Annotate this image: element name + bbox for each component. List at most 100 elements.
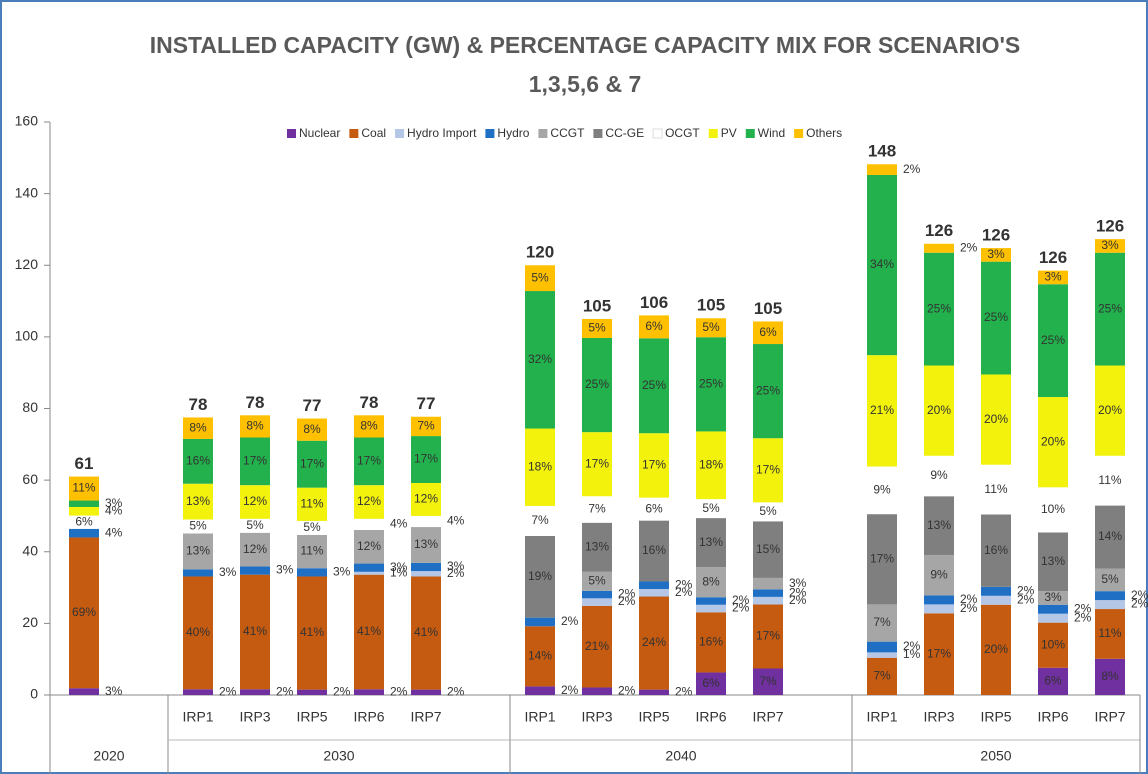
- percent-label: 11%: [300, 496, 323, 510]
- bar-segment: [411, 515, 441, 528]
- bar-segment: [69, 688, 99, 695]
- legend-swatch: [395, 129, 405, 138]
- bar-segment: [696, 318, 726, 338]
- percent-label: 6%: [75, 514, 93, 528]
- percent-label: 5%: [1101, 572, 1119, 586]
- bar-segment: [411, 689, 441, 695]
- percent-label: 1%: [390, 565, 408, 579]
- bar-segment: [696, 337, 726, 432]
- bar-segment: [525, 291, 555, 429]
- percent-label: 2%: [1131, 588, 1148, 602]
- bar-segment: [1038, 397, 1068, 488]
- bar-segment: [69, 528, 99, 538]
- bar-segment: [1038, 622, 1068, 668]
- bar-segment: [753, 502, 783, 522]
- x-tick-label: IRP3: [239, 709, 270, 725]
- percent-label: 2%: [789, 593, 807, 607]
- chart-title: INSTALLED CAPACITY (GW) & PERCENTAGE CAP…: [150, 32, 1021, 58]
- bar-segment: [240, 518, 270, 533]
- bar-segment: [924, 252, 954, 366]
- bar-segment: [240, 437, 270, 486]
- percent-label: 5%: [588, 321, 606, 335]
- percent-label: 2%: [675, 577, 693, 591]
- bar-segment: [69, 476, 99, 501]
- percent-label: 12%: [357, 539, 381, 553]
- percent-label: 10%: [1041, 637, 1065, 651]
- percent-label: 9%: [873, 483, 891, 497]
- bar-segment: [981, 514, 1011, 587]
- bar-segment: [1038, 604, 1068, 614]
- percent-label: 25%: [585, 377, 609, 391]
- bar-segment: [1038, 487, 1068, 533]
- bar-segment: [867, 164, 897, 176]
- bar-segment: [696, 518, 726, 568]
- bar-segment: [753, 604, 783, 669]
- total-label: 105: [583, 296, 611, 315]
- bar-segment: [639, 581, 669, 589]
- percent-label: 3%: [1101, 238, 1119, 252]
- y-tick-label: 60: [22, 471, 38, 487]
- bar-segment: [69, 500, 99, 507]
- bar-segment: [639, 433, 669, 498]
- percent-label: 17%: [927, 646, 951, 660]
- total-label: 105: [697, 296, 725, 315]
- bar-segment: [411, 571, 441, 577]
- bar-segment: [696, 431, 726, 500]
- bar-segment: [1095, 239, 1125, 253]
- x-tick-label: IRP7: [752, 709, 783, 725]
- bar-segment: [639, 596, 669, 690]
- total-label: 148: [868, 142, 896, 161]
- percent-label: 10%: [1041, 502, 1065, 516]
- bar-segment: [411, 576, 441, 690]
- bar-segment: [525, 265, 555, 292]
- bar-segment: [753, 344, 783, 439]
- bar-segment: [69, 506, 99, 516]
- bar-segment: [240, 689, 270, 695]
- percent-label: 17%: [585, 456, 609, 470]
- percent-label: 3%: [1044, 590, 1062, 604]
- bar-segment: [240, 574, 270, 690]
- percent-label: 2%: [1017, 592, 1035, 606]
- percent-label: 41%: [357, 624, 381, 638]
- percent-label: 9%: [930, 468, 948, 482]
- percent-label: 14%: [528, 648, 552, 662]
- percent-label: 17%: [300, 456, 324, 470]
- percent-label: 25%: [1098, 301, 1122, 315]
- y-tick-label: 80: [22, 399, 38, 415]
- percent-label: 2%: [903, 639, 921, 653]
- percent-label: 3%: [987, 247, 1005, 261]
- bar-segment: [1095, 600, 1125, 610]
- bar-segment: [69, 537, 99, 689]
- bar-segment: [981, 595, 1011, 605]
- percent-label: 13%: [186, 544, 210, 558]
- percent-label: 2%: [960, 592, 978, 606]
- bar-segment: [183, 438, 213, 484]
- percent-label: 69%: [72, 605, 96, 619]
- percent-label: 8%: [1101, 669, 1119, 683]
- bar-segment: [924, 365, 954, 456]
- percent-label: 2%: [960, 240, 978, 254]
- percent-label: 7%: [417, 419, 435, 433]
- x-tick-label: IRP6: [353, 709, 384, 725]
- percent-label: 25%: [984, 310, 1008, 324]
- bar-segment: [1095, 252, 1125, 366]
- percent-label: 41%: [300, 625, 324, 639]
- percent-label: 16%: [699, 635, 723, 649]
- percent-label: 2%: [675, 585, 693, 599]
- bar-segment: [411, 436, 441, 483]
- bar-segment: [981, 261, 1011, 375]
- bar-segment: [1095, 505, 1125, 569]
- percent-label: 7%: [759, 674, 777, 688]
- percent-label: 20%: [984, 642, 1008, 656]
- percent-label: 4%: [390, 517, 408, 531]
- percent-label: 6%: [702, 676, 720, 690]
- bar-segment: [354, 529, 384, 564]
- bar-segment: [1038, 667, 1068, 695]
- x-tick-label: IRP1: [866, 709, 897, 725]
- y-tick-label: 120: [15, 256, 39, 272]
- percent-label: 2%: [561, 683, 579, 697]
- bar-segment: [354, 518, 384, 530]
- percent-label: 20%: [1098, 403, 1122, 417]
